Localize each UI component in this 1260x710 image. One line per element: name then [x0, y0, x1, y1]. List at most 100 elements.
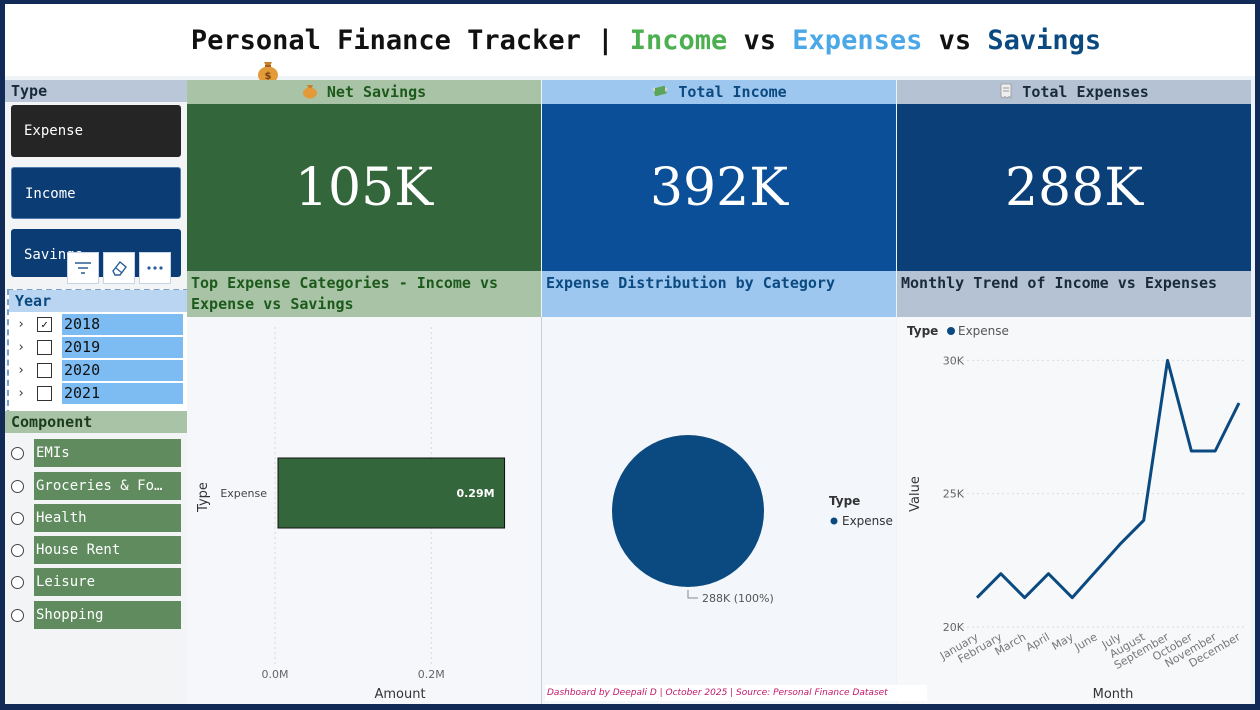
line-chart-panel[interactable]: 20K 25K 30K January February March April May Jun… [897, 317, 1251, 704]
kpi-net-savings-header: Net Savings [187, 80, 541, 104]
radio-button[interactable] [11, 543, 24, 557]
bar [277, 457, 506, 529]
y-axis-label: Type [196, 482, 211, 513]
chevron-right-icon[interactable]: › [17, 385, 25, 401]
kpi-label: Total Income [678, 83, 787, 101]
y-tick-label: 30K [943, 354, 965, 367]
x-tick-label: 0.2M [418, 668, 445, 681]
component-item-groceries[interactable]: Groceries & Fo… [11, 472, 181, 500]
type-button-expense[interactable]: Expense [11, 105, 181, 157]
year-label: 2018 [62, 313, 183, 335]
component-item-emis[interactable]: EMIs [11, 439, 181, 467]
radio-button[interactable] [11, 446, 24, 460]
y-category-label: Expense [220, 487, 267, 500]
component-item-shopping[interactable]: Shopping [11, 601, 181, 629]
svg-text:$: $ [265, 71, 272, 82]
component-item-leisure[interactable]: Leisure [11, 568, 181, 596]
year-item[interactable]: › 2019 [11, 336, 183, 358]
radio-button[interactable] [11, 479, 24, 493]
radio-button[interactable] [11, 511, 24, 525]
slice-leader-line [687, 590, 698, 599]
chevron-right-icon[interactable]: › [17, 362, 25, 378]
chevron-right-icon[interactable]: › [17, 316, 25, 332]
bar-chart: 0.0M 0.2M 0.29M Expense Amount Type [196, 327, 506, 702]
component-item-house-rent[interactable]: House Rent [11, 536, 181, 564]
title-vs-1: vs [727, 24, 793, 56]
pie-slice [612, 435, 764, 587]
line-chart-title: Monthly Trend of Income vs Expenses [897, 271, 1251, 317]
title-prefix: Personal Finance Tracker | [190, 24, 630, 56]
year-item[interactable]: › 2021 [11, 382, 183, 404]
type-slicer-header: Type [5, 80, 192, 102]
component-slicer-header: Component [5, 411, 192, 433]
kpi-total-income-value: 392K [542, 104, 896, 271]
component-label: EMIs [34, 439, 181, 467]
legend-marker [830, 517, 838, 525]
year-slicer-header: Year [9, 290, 191, 312]
checkbox-checked[interactable]: ✓ [37, 316, 52, 332]
bar-data-label: 0.29M [456, 487, 494, 500]
x-tick-label: June [1071, 630, 1099, 654]
component-label: Health [34, 504, 181, 532]
legend-marker [947, 327, 955, 335]
kpi-total-income-header: Total Income [542, 80, 896, 104]
y-tick-label: 20K [943, 621, 965, 634]
visual-header-toolbar [67, 252, 187, 284]
kpi-label: Net Savings [326, 83, 427, 101]
eraser-icon[interactable] [103, 252, 135, 284]
legend-title: Type [907, 324, 938, 338]
radio-button[interactable] [11, 608, 24, 622]
money-bag-icon: $ [159, 27, 279, 84]
y-tick-label: 25K [943, 488, 965, 501]
bar-chart-panel[interactable]: 0.0M 0.2M 0.29M Expense Amount Type [187, 317, 541, 704]
legend-item: Expense [958, 324, 1009, 338]
footer-credit: Dashboard by Deepali D | October 2025 | … [545, 685, 927, 701]
x-axis-label: Amount [374, 687, 425, 702]
slice-data-label: 288K (100%) [702, 592, 774, 605]
year-item[interactable]: › 2020 [11, 359, 183, 381]
title-income: Income [629, 24, 728, 56]
component-label: House Rent [34, 536, 181, 564]
title-expenses: Expenses [792, 24, 923, 56]
legend-title: Type [829, 494, 860, 508]
money-bag-icon [302, 83, 327, 101]
year-label: 2020 [62, 359, 183, 381]
receipt-icon [999, 83, 1022, 101]
filter-icon[interactable] [67, 252, 99, 284]
year-label: 2019 [62, 336, 183, 358]
money-wings-icon [651, 83, 678, 101]
year-label: 2021 [62, 382, 183, 404]
x-axis-label: Month [1093, 687, 1134, 702]
legend-item: Expense [842, 514, 893, 528]
line-chart: 20K25K30KJanuaryFebruaryMarchAprilMayJun… [907, 324, 1244, 702]
x-tick-label: 0.0M [262, 668, 289, 681]
panel-divider [541, 317, 542, 704]
title-vs-2: vs [922, 24, 988, 56]
checkbox[interactable] [37, 339, 52, 355]
radio-button[interactable] [11, 575, 24, 589]
chevron-right-icon[interactable]: › [17, 339, 25, 355]
kpi-net-savings-value: 105K [187, 104, 541, 271]
more-options-icon[interactable] [139, 252, 171, 284]
bar-chart-title: Top Expense Categories - Income vs Expen… [187, 271, 541, 317]
kpi-label: Total Expenses [1022, 83, 1149, 101]
component-label: Shopping [34, 601, 181, 629]
component-item-health[interactable]: Health [11, 504, 181, 532]
x-tick-label: April [1024, 630, 1052, 654]
type-button-income[interactable]: Income [11, 167, 181, 219]
component-label: Groceries & Fo… [34, 472, 181, 500]
kpi-total-expenses-header: Total Expenses [897, 80, 1251, 104]
series-line-expense [975, 358, 1241, 600]
year-item[interactable]: › ✓ 2018 [11, 313, 183, 335]
page-title: $ Personal Finance Tracker | Income vs E… [5, 4, 1255, 84]
report-canvas: $ Personal Finance Tracker | Income vs E… [5, 4, 1255, 704]
component-label: Leisure [34, 568, 181, 596]
pie-chart-panel[interactable]: 288K (100%) Type Expense [542, 317, 896, 704]
pie-chart-title: Expense Distribution by Category [542, 271, 896, 317]
kpi-total-expenses-value: 288K [897, 104, 1251, 271]
checkbox[interactable] [37, 362, 52, 378]
y-axis-label: Value [908, 476, 923, 512]
pie-chart: 288K (100%) Type Expense [612, 435, 893, 605]
checkbox[interactable] [37, 385, 52, 401]
